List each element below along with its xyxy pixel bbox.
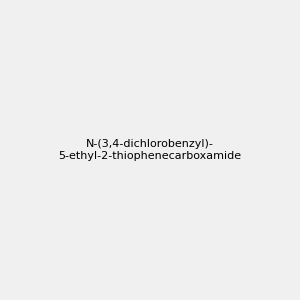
Text: N-(3,4-dichlorobenzyl)-
5-ethyl-2-thiophenecarboxamide: N-(3,4-dichlorobenzyl)- 5-ethyl-2-thioph… <box>58 139 242 161</box>
